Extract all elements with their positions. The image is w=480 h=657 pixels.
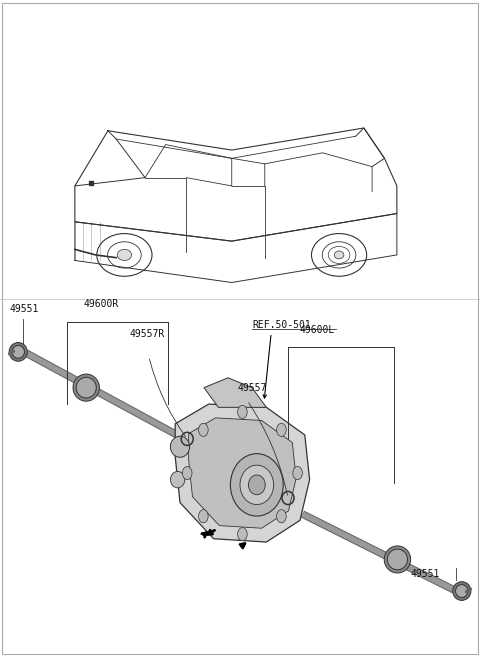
Circle shape	[238, 405, 247, 419]
Circle shape	[276, 423, 286, 436]
Text: 49557R: 49557R	[130, 329, 165, 339]
Ellipse shape	[387, 549, 408, 570]
Text: REF.50-501: REF.50-501	[252, 320, 311, 330]
Polygon shape	[204, 378, 266, 407]
Ellipse shape	[453, 581, 471, 600]
Ellipse shape	[73, 374, 99, 401]
Text: 49600R: 49600R	[84, 300, 119, 309]
Ellipse shape	[170, 436, 190, 457]
Ellipse shape	[230, 454, 283, 516]
Ellipse shape	[9, 342, 27, 361]
Circle shape	[276, 510, 286, 523]
Text: 49557: 49557	[238, 383, 267, 393]
Polygon shape	[175, 404, 310, 542]
Circle shape	[182, 466, 192, 480]
Circle shape	[238, 528, 247, 541]
Ellipse shape	[76, 377, 96, 398]
Ellipse shape	[384, 546, 410, 573]
Text: 49551: 49551	[10, 304, 39, 314]
Text: 49551: 49551	[410, 569, 440, 579]
Ellipse shape	[249, 475, 265, 495]
Polygon shape	[189, 418, 296, 528]
Ellipse shape	[170, 472, 185, 487]
Ellipse shape	[334, 251, 344, 259]
Ellipse shape	[456, 585, 468, 597]
Ellipse shape	[12, 346, 24, 358]
Text: 49600L: 49600L	[300, 325, 335, 334]
Circle shape	[293, 466, 302, 480]
Circle shape	[199, 423, 208, 436]
Circle shape	[199, 510, 208, 523]
Ellipse shape	[240, 465, 274, 505]
Ellipse shape	[117, 250, 132, 260]
